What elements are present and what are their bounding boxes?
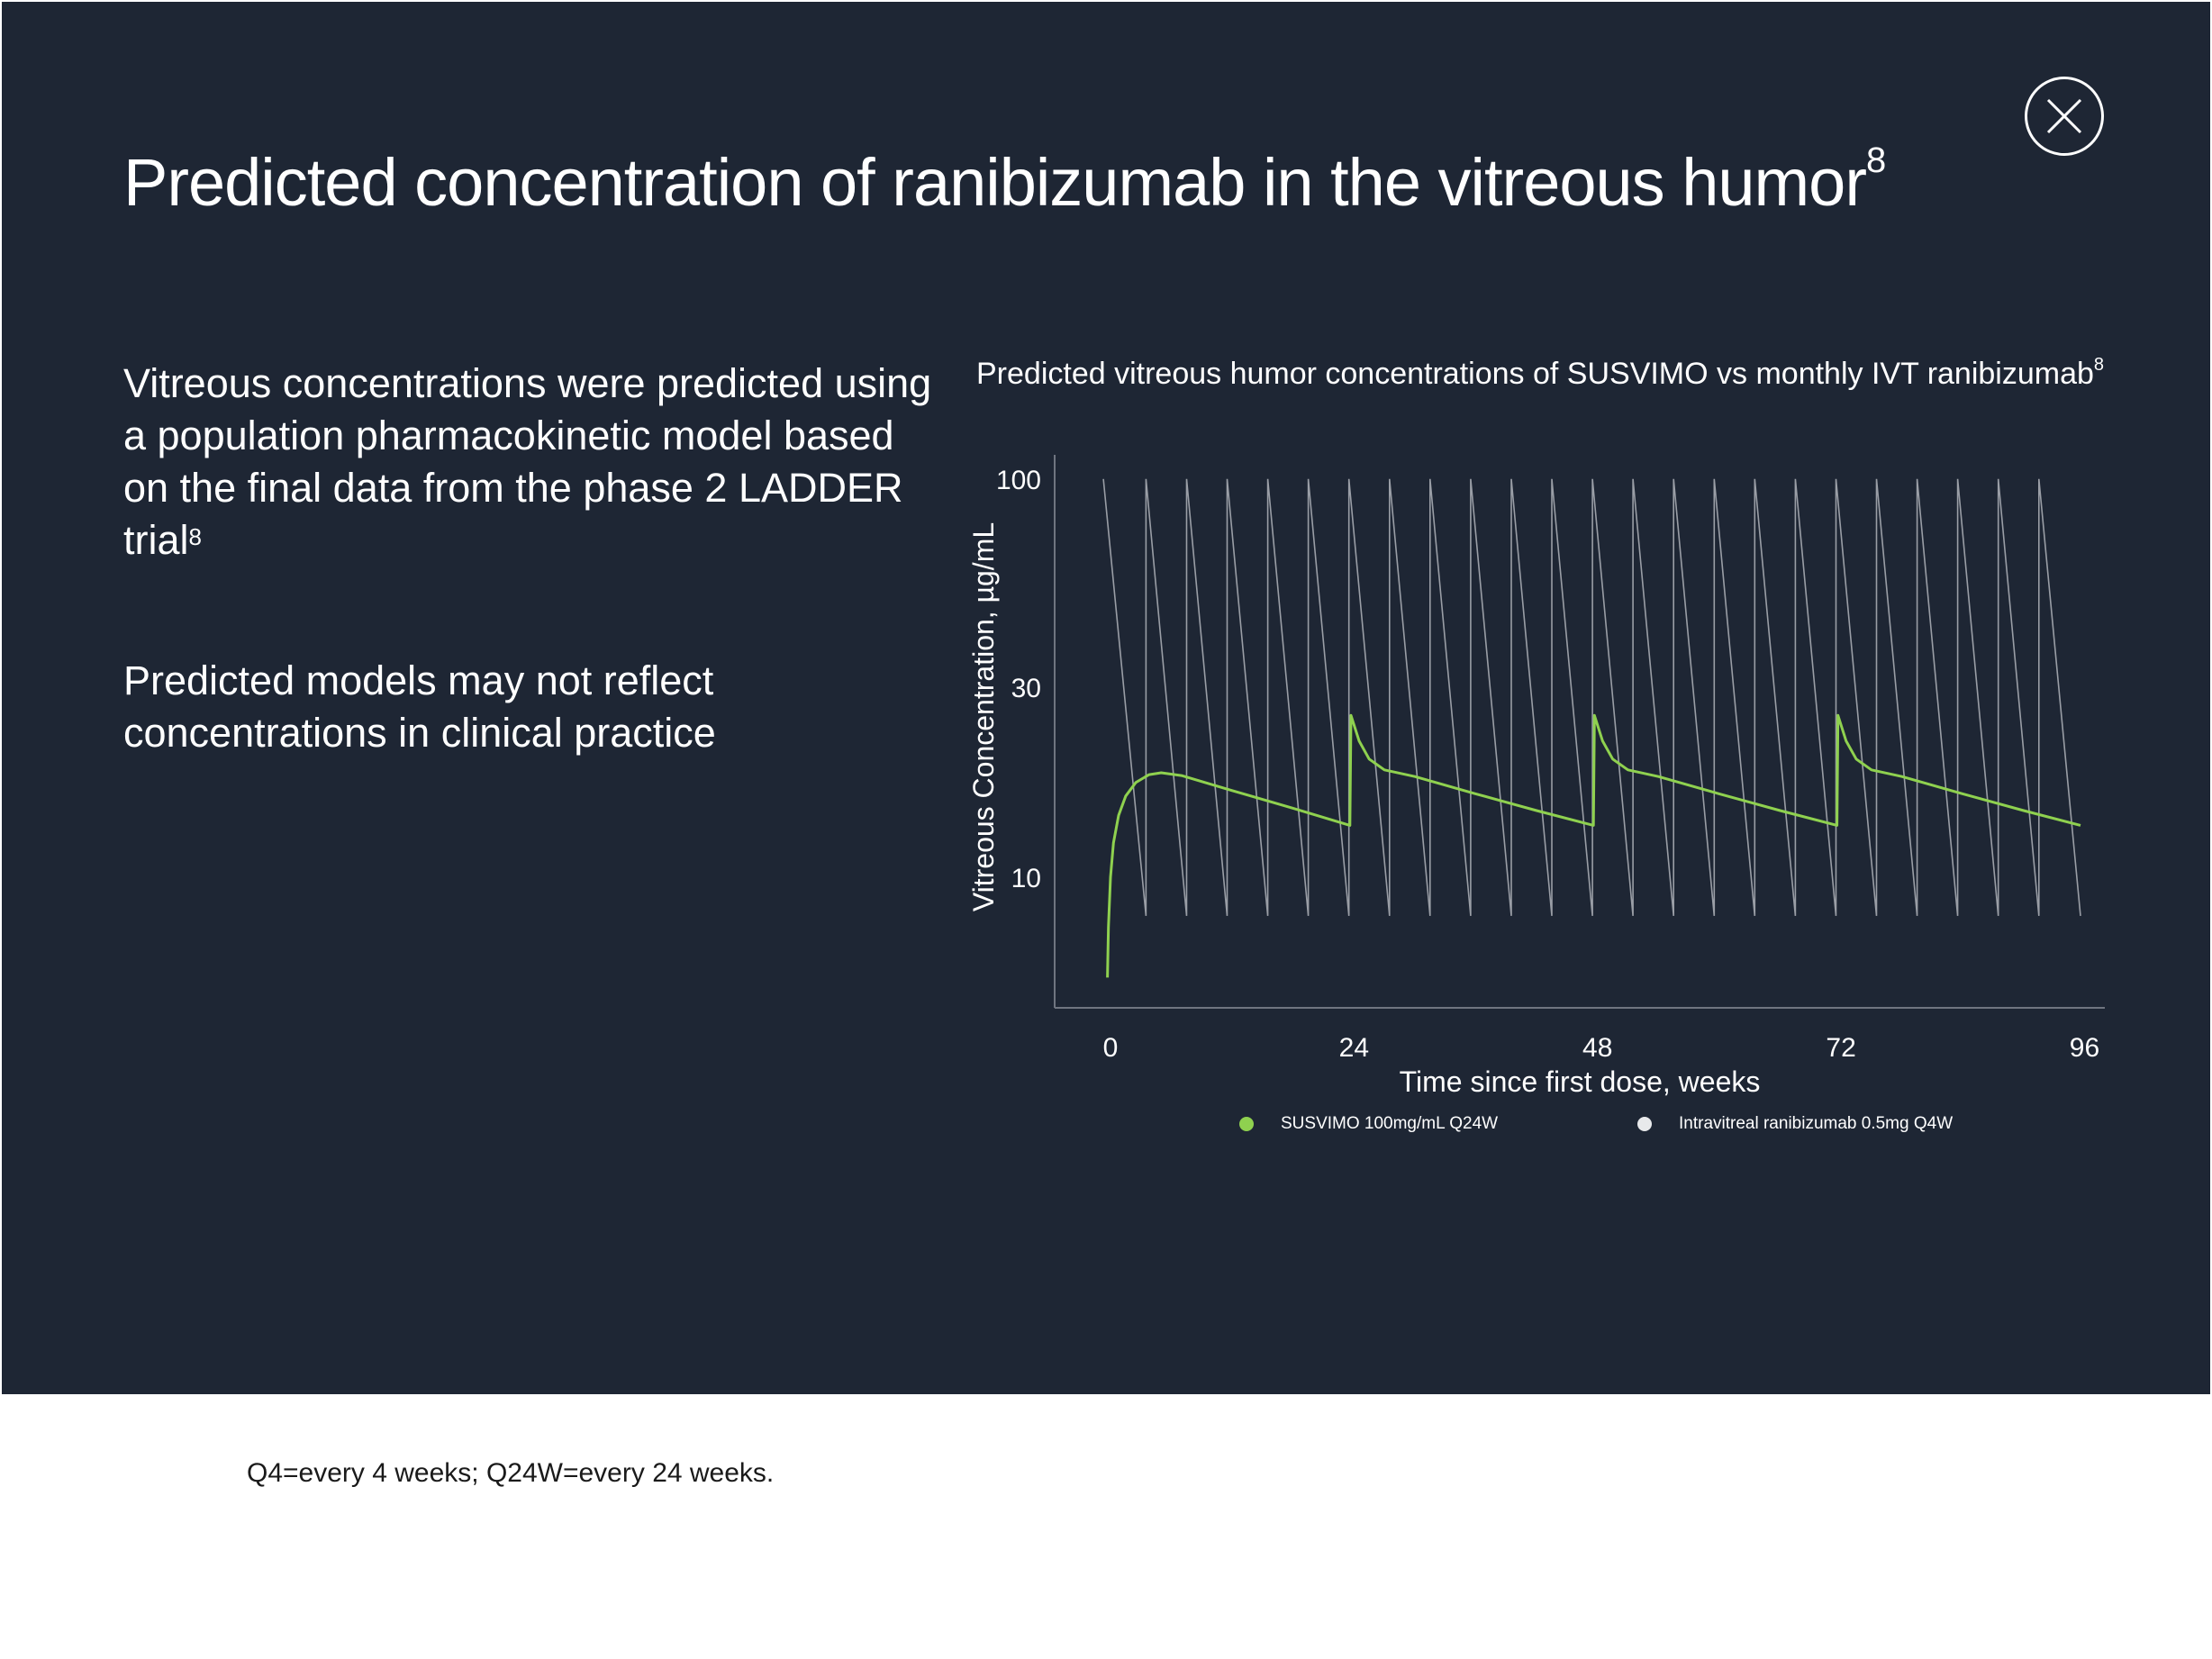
- content-panel: [2, 2, 2210, 1394]
- legend-marker-ivt: [1637, 1117, 1652, 1131]
- close-button[interactable]: [2025, 77, 2104, 156]
- y-axis-label: Vitreous Concentration, µg/mL: [967, 522, 1000, 911]
- x-tick-label: 0: [1103, 1033, 1119, 1063]
- legend-label-susvimo: SUSVIMO 100mg/mL Q24W: [1281, 1114, 1499, 1133]
- title-reference: 8: [1865, 141, 1886, 180]
- paragraph-reference: 8: [188, 523, 202, 550]
- x-tick-labels: 0 24 48 72 96: [1103, 1033, 2100, 1063]
- y-tick-label: 30: [1011, 674, 1041, 703]
- page-title: Predicted concentration of ranibizumab i…: [123, 141, 1886, 220]
- description-paragraph: Vitreous concentrations were predicted u…: [123, 360, 932, 563]
- chart-title: Predicted vitreous humor concentrations …: [976, 355, 2105, 391]
- disclaimer-paragraph: Predicted models may not reflect concent…: [123, 657, 716, 756]
- y-tick-labels: 10 30 100: [996, 466, 1041, 893]
- ivt-series-line: [1102, 478, 2081, 916]
- x-axis-label: Time since first dose, weeks: [1400, 1065, 1761, 1098]
- susvimo-series-layer: [1106, 713, 2081, 978]
- legend-label-ivt: Intravitreal ranibizumab 0.5mg Q4W: [1679, 1114, 1954, 1133]
- x-tick-label: 48: [1582, 1033, 1612, 1063]
- x-tick-label: 24: [1339, 1033, 1369, 1063]
- close-icon: [2046, 98, 2082, 134]
- susvimo-series-line: [1106, 713, 2081, 978]
- ivt-series-layer: [1102, 478, 2081, 916]
- footnote: Q4=every 4 weeks; Q24W=every 24 weeks.: [247, 1458, 775, 1488]
- y-tick-label: 100: [996, 466, 1041, 495]
- y-tick-label: 10: [1011, 864, 1041, 893]
- x-tick-label: 72: [1826, 1033, 1855, 1063]
- legend-marker-susvimo: [1239, 1117, 1254, 1131]
- chart-title-reference: 8: [2093, 355, 2105, 375]
- x-tick-label: 96: [2070, 1033, 2099, 1063]
